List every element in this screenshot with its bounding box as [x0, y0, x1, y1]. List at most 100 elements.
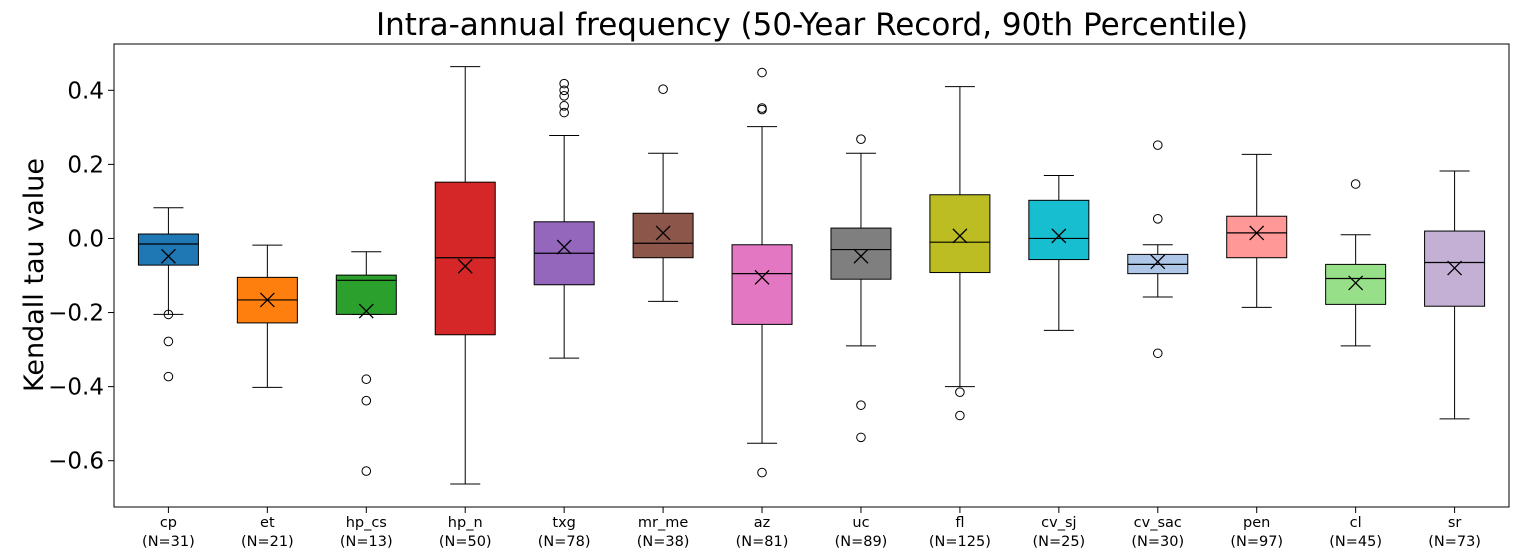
x-tick-label: hp_cs [346, 515, 387, 531]
x-tick-sample-size: (N=21) [241, 534, 294, 550]
box-group-az [731, 67, 793, 478]
outlier-point [361, 374, 372, 385]
box-fl [929, 194, 991, 274]
mean-marker [853, 248, 869, 264]
chart-title: Intra-annual frequency (50-Year Record, … [376, 7, 1248, 43]
outlier-point [361, 395, 372, 406]
box-cl [1325, 263, 1387, 305]
x-tick-label: cp [160, 515, 177, 531]
x-tick-sample-size: (N=25) [1032, 534, 1085, 550]
box-group-fl [929, 86, 991, 421]
box-hp_cs [335, 274, 397, 315]
box-group-txg [533, 78, 595, 359]
x-tick-label: uc [852, 515, 869, 531]
mean-marker [556, 239, 572, 255]
x-tick-label: sr [1448, 515, 1462, 531]
outlier-point [559, 78, 569, 89]
outlier-point [1152, 140, 1163, 150]
box-series [137, 66, 1486, 485]
x-tick-label: cl [1350, 515, 1362, 531]
box-group-cl [1325, 179, 1387, 347]
x-tick-label: cv_sac [1134, 515, 1182, 531]
outlier-point [1350, 179, 1361, 189]
x-axis: cp (N=31) et (N=21) hp_cs (N=13) hp_n (N=50) txg… [142, 507, 1481, 550]
mean-marker [1051, 228, 1067, 244]
box-group-cv_sac [1127, 140, 1189, 359]
x-tick-label: et [260, 515, 275, 531]
mean-marker [259, 292, 275, 308]
x-tick-label: pen [1243, 515, 1270, 531]
box-cv_sj [1028, 199, 1090, 261]
outlier-point [856, 134, 866, 144]
box-group-pen [1226, 153, 1288, 308]
box-uc [830, 227, 892, 280]
mean-marker [952, 228, 968, 244]
box-group-mr_me [632, 84, 694, 302]
box-az [731, 244, 793, 325]
x-tick-label: hp_n [448, 515, 483, 531]
y-tick-label: −0.4 [48, 375, 104, 401]
x-tick-sample-size: (N=73) [1428, 534, 1481, 550]
outlier-point [757, 103, 767, 113]
y-axis-label: Kendall tau value [19, 158, 50, 392]
plot-area-frame [113, 43, 1510, 508]
mean-marker [358, 303, 374, 319]
x-tick-sample-size: (N=30) [1131, 534, 1184, 550]
box-group-hp_n [434, 66, 496, 485]
box-hp_n [434, 181, 496, 336]
outlier-point [757, 467, 767, 478]
x-tick-label: az [754, 515, 771, 531]
mean-marker [160, 248, 176, 264]
outlier-point [163, 371, 174, 382]
box-group-sr [1424, 170, 1486, 420]
mean-marker [1150, 254, 1166, 270]
outlier-point [1152, 214, 1163, 224]
mean-marker [457, 258, 473, 274]
x-tick-sample-size: (N=89) [835, 534, 888, 550]
box-group-uc [830, 134, 892, 443]
x-tick-sample-size: (N=13) [340, 534, 393, 550]
box-group-cp [137, 207, 199, 382]
mean-marker [1348, 275, 1364, 291]
box-group-hp_cs [335, 251, 397, 476]
outlier-point [955, 387, 965, 397]
outlier-point [559, 101, 569, 111]
outlier-point [856, 432, 866, 443]
y-tick-label: 0.0 [67, 226, 104, 252]
x-tick-sample-size: (N=125) [929, 534, 991, 550]
outlier-point [1152, 348, 1163, 359]
box-group-cv_sj [1028, 174, 1090, 331]
outlier-point [955, 410, 965, 421]
x-tick-sample-size: (N=50) [439, 534, 492, 550]
mean-marker [1447, 260, 1463, 276]
x-tick-sample-size: (N=81) [736, 534, 789, 550]
outlier-point [658, 84, 668, 94]
y-tick-label: −0.2 [48, 301, 104, 327]
outlier-point [856, 400, 866, 410]
outlier-point [757, 67, 767, 78]
x-tick-label: fl [955, 515, 964, 531]
mean-marker [655, 225, 671, 241]
y-tick-label: 0.2 [67, 152, 104, 178]
box-cp [137, 233, 199, 266]
x-tick-sample-size: (N=45) [1329, 534, 1382, 550]
outlier-point [559, 107, 569, 118]
y-tick-label: 0.4 [67, 78, 104, 104]
x-tick-label: cv_sj [1041, 515, 1076, 531]
outlier-point [361, 466, 372, 476]
mean-marker [754, 269, 770, 285]
outlier-point [163, 336, 174, 347]
x-tick-label: txg [552, 515, 575, 531]
mean-marker [1249, 225, 1265, 241]
x-tick-sample-size: (N=31) [142, 534, 195, 550]
x-tick-sample-size: (N=78) [538, 534, 591, 550]
box-group-et [236, 244, 298, 388]
y-axis: −0.6 −0.4 −0.2 0.0 0.2 0.4 [48, 78, 114, 475]
outlier-point [163, 309, 174, 320]
x-tick-sample-size: (N=97) [1230, 534, 1283, 550]
box-mr_me [632, 212, 694, 259]
box-pen [1226, 215, 1288, 259]
outlier-point [559, 85, 569, 96]
outlier-point [559, 91, 569, 101]
